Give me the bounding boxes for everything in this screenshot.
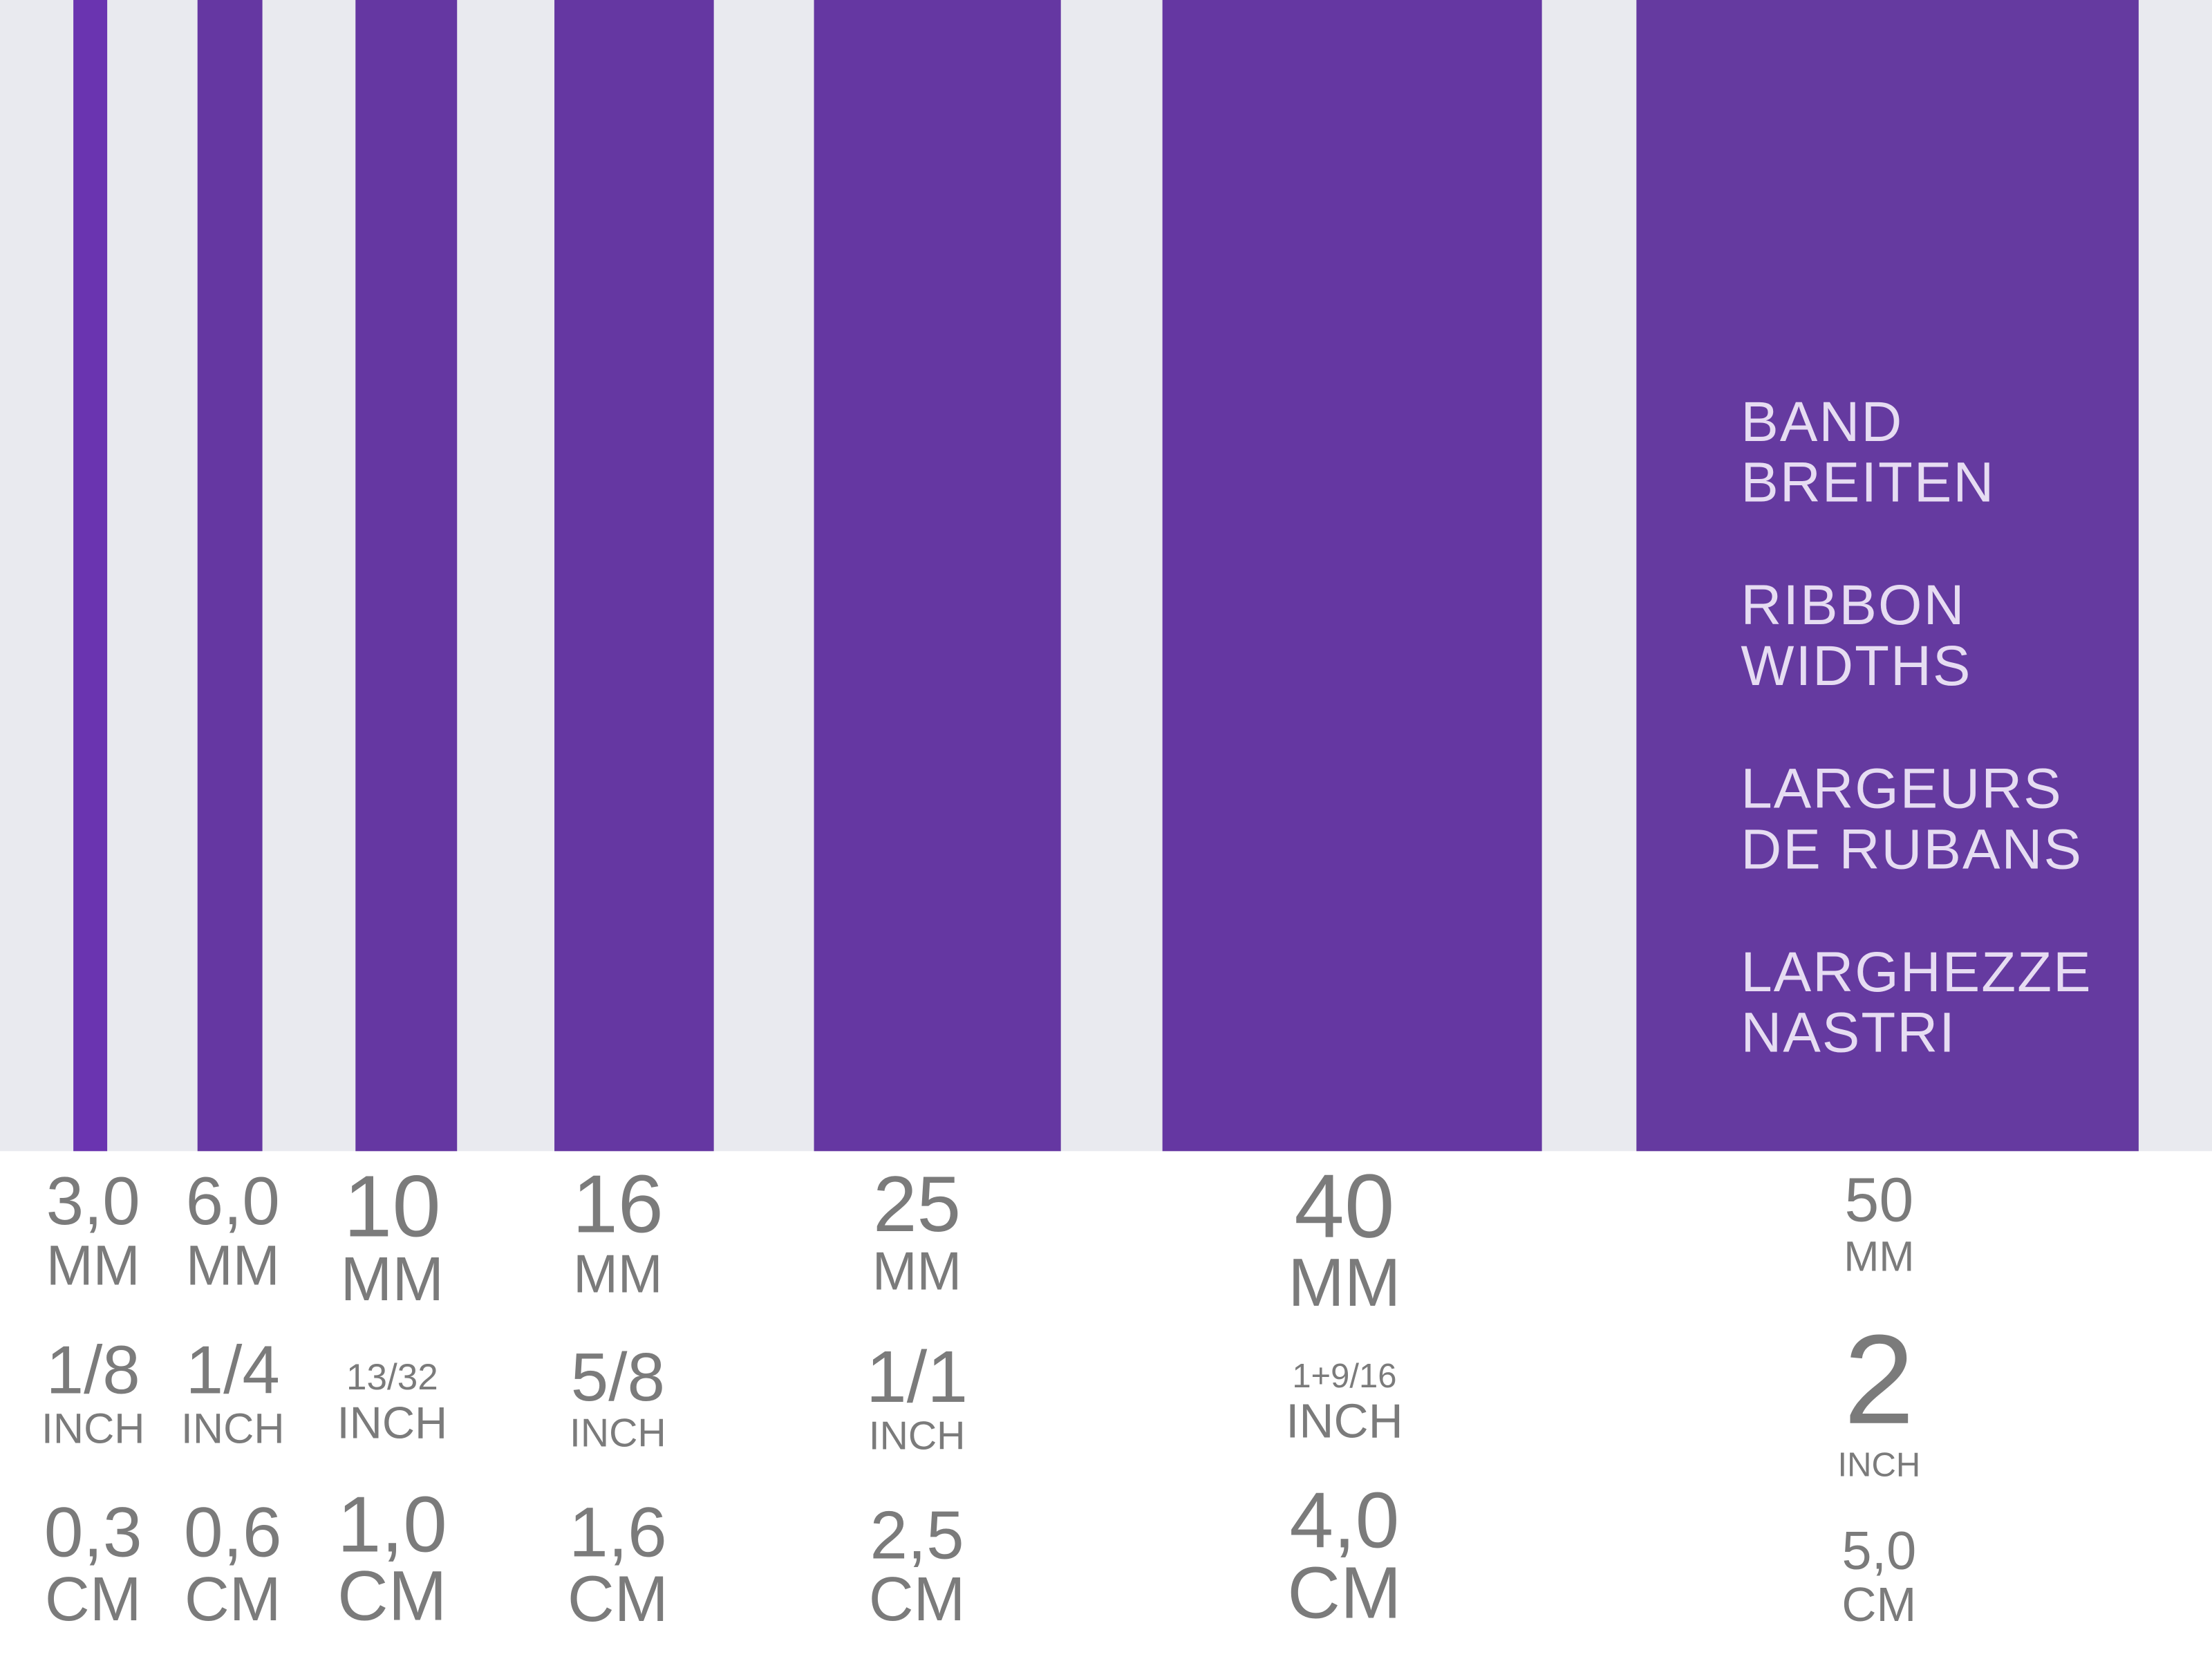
label-mm: 25	[873, 1161, 961, 1248]
title-line: BREITEN	[1741, 451, 1995, 514]
label-inch-unit: INCH	[1286, 1394, 1403, 1448]
title-line: DE RUBANS	[1741, 818, 2083, 881]
title-line: WIDTHS	[1741, 635, 1971, 697]
title-line: NASTRI	[1741, 1002, 1956, 1065]
label-inch-unit: INCH	[337, 1398, 448, 1448]
label-mm: 16	[572, 1159, 664, 1250]
label-cm: 4,0	[1289, 1477, 1399, 1564]
ribbon	[814, 0, 1061, 1152]
label-cm: 0,6	[184, 1492, 282, 1571]
label-mm-unit: MM	[1288, 1244, 1400, 1320]
label-inch: 1+9/16	[1292, 1358, 1396, 1395]
label-mm: 6,0	[186, 1163, 280, 1239]
label-mm: 3,0	[46, 1163, 140, 1239]
title-line: LARGHEZZE	[1741, 941, 2092, 1004]
label-cm-unit: CM	[337, 1556, 447, 1635]
label-cm-unit: CM	[185, 1565, 281, 1634]
labels: 3,0MM1/8INCH0,3CM6,0MM1/4INCH0,6CM10MM13…	[41, 391, 2092, 1635]
label-inch-unit: INCH	[1838, 1446, 1921, 1483]
label-cm: 1,6	[569, 1492, 667, 1571]
label-inch-unit: INCH	[869, 1414, 966, 1459]
ribbon	[355, 0, 458, 1152]
label-inch: 1/1	[866, 1336, 968, 1418]
label-cm: 0,3	[44, 1492, 142, 1571]
title-line: RIBBON	[1741, 574, 1965, 637]
label-inch: 5/8	[571, 1339, 665, 1415]
label-inch: 2	[1844, 1309, 1914, 1450]
ribbon	[73, 0, 108, 1152]
label-mm-unit: MM	[872, 1241, 962, 1301]
label-mm: 10	[344, 1157, 441, 1255]
label-cm-unit: CM	[568, 1562, 668, 1635]
title-line: BAND	[1741, 391, 1903, 453]
label-inch-unit: INCH	[181, 1405, 285, 1452]
label-mm-unit: MM	[573, 1244, 662, 1304]
label-mm: 40	[1294, 1156, 1394, 1257]
title-line: LARGEURS	[1741, 758, 2062, 821]
label-mm-unit: MM	[341, 1245, 444, 1314]
label-inch-unit: INCH	[41, 1405, 145, 1452]
label-mm-unit: MM	[1844, 1233, 1914, 1280]
ribbon	[197, 0, 263, 1152]
label-inch-unit: INCH	[570, 1412, 666, 1456]
label-cm-unit: CM	[1287, 1552, 1401, 1633]
ribbon	[1162, 0, 1542, 1152]
label-cm-unit: CM	[1841, 1577, 1916, 1631]
label-mm-unit: MM	[46, 1234, 140, 1297]
ribbon	[1636, 0, 2139, 1152]
ribbons	[73, 0, 2139, 1152]
label-mm-unit: MM	[186, 1234, 280, 1297]
label-inch: 13/32	[346, 1357, 438, 1398]
label-cm: 2,5	[870, 1497, 964, 1573]
label-mm: 50	[1844, 1166, 1913, 1235]
ribbon	[554, 0, 714, 1152]
label-inch: 1/4	[186, 1332, 280, 1408]
label-cm-unit: CM	[45, 1565, 142, 1634]
label-cm: 5,0	[1841, 1521, 1916, 1580]
label-cm: 1,0	[337, 1481, 447, 1568]
label-cm-unit: CM	[869, 1565, 966, 1634]
label-inch: 1/8	[46, 1332, 140, 1408]
